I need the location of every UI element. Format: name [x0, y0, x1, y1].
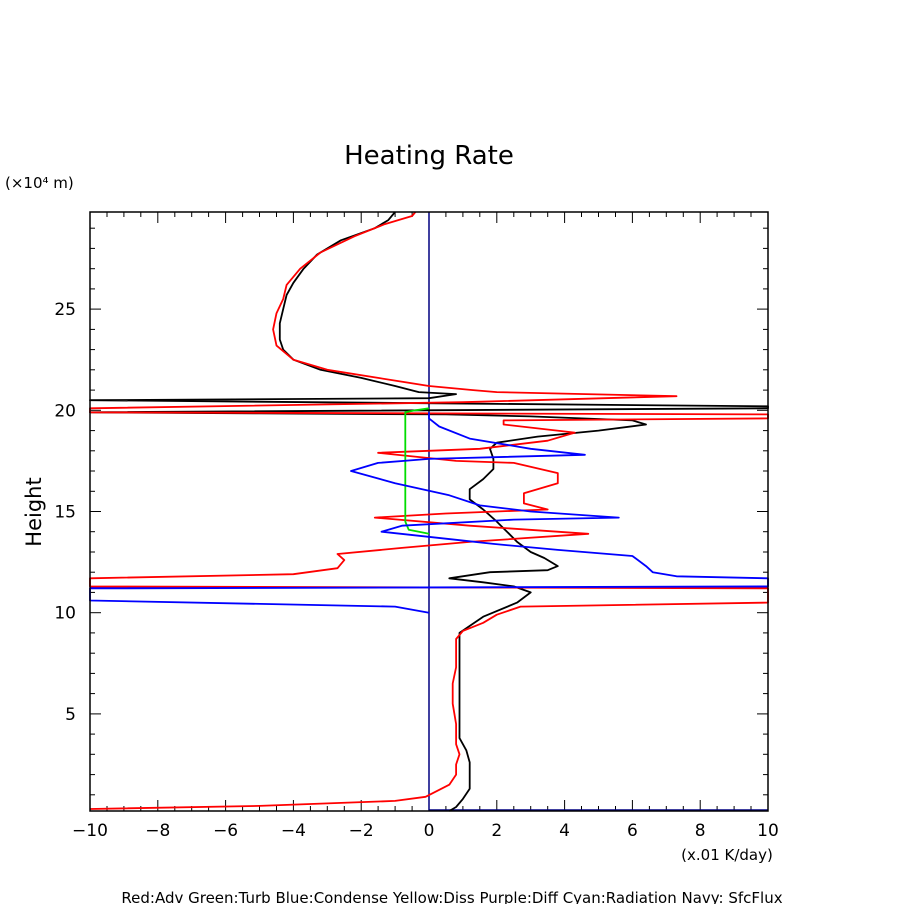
x-units-label: (x.01 K/day)	[681, 846, 773, 864]
y-tick-label: 20	[54, 401, 76, 421]
x-tick-label: 4	[559, 821, 570, 841]
x-tick-label: −2	[349, 821, 374, 841]
y-units-label: (×10⁴ m)	[5, 174, 74, 192]
x-tick-label: −10	[72, 821, 108, 841]
y-tick-label: 5	[65, 705, 76, 725]
x-tick-label: 8	[695, 821, 706, 841]
plot-frame	[89, 211, 769, 812]
x-tick-label: −4	[281, 821, 306, 841]
y-axis-label: Height	[22, 477, 46, 546]
x-tick-label: 6	[627, 821, 638, 841]
x-tick-label: −6	[213, 821, 238, 841]
chart-title: Heating Rate	[344, 141, 514, 171]
series-adv	[89, 211, 769, 810]
y-tick-label: 10	[54, 604, 76, 624]
x-tick-label: 0	[424, 821, 435, 841]
x-tick-label: −8	[145, 821, 170, 841]
series-total	[89, 211, 769, 812]
x-tick-label: 2	[491, 821, 502, 841]
y-tick-label: 15	[54, 503, 76, 523]
legend-caption: Red:Adv Green:Turb Blue:Condense Yellow:…	[121, 889, 782, 904]
x-tick-label: 10	[757, 821, 779, 841]
y-tick-label: 25	[54, 300, 76, 320]
data-lines	[89, 211, 769, 812]
tick-labels: −10 −8 −6 −4 −2 0 2 4 6 8 10 5 10 15 20 25	[54, 300, 778, 841]
